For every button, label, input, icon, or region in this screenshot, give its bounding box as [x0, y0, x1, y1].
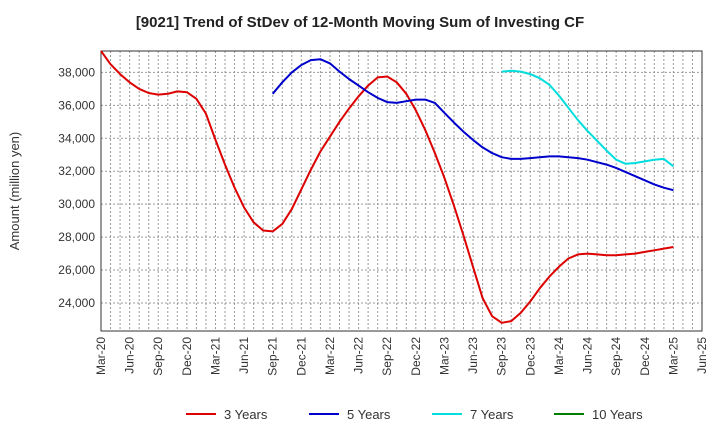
legend-label: 10 Years: [592, 407, 643, 422]
y-tick-label: 30,000: [58, 197, 95, 211]
x-tick-label: Mar-20: [94, 337, 108, 375]
grid: [101, 51, 702, 331]
x-tick-label: Dec-20: [180, 337, 194, 376]
series-line-3-years: [100, 50, 674, 324]
x-tick-label: Mar-21: [208, 337, 222, 375]
series-line-5-years: [271, 58, 674, 192]
y-axis-label: Amount (million yen): [7, 132, 22, 251]
y-tick-label: 28,000: [58, 230, 95, 244]
series-lines: [100, 50, 675, 324]
y-tick-label: 36,000: [58, 98, 95, 112]
x-tick-label: Sep-21: [266, 337, 280, 376]
x-tick-label: Mar-23: [437, 337, 451, 375]
plot-area-border: [100, 50, 703, 332]
legend-label: 7 Years: [470, 407, 514, 422]
x-tick-label: Jun-23: [466, 337, 480, 374]
x-tick-label: Mar-22: [323, 337, 337, 375]
x-tick-label: Jun-22: [352, 337, 366, 374]
legend: 3 Years 5 Years 7 Years 10 Years: [186, 407, 643, 422]
x-tick-label: Sep-23: [495, 337, 509, 376]
x-tick-label: Jun-24: [581, 337, 595, 374]
x-tick-label: Mar-24: [552, 337, 566, 375]
legend-label: 3 Years: [224, 407, 268, 422]
x-tick-label: Dec-23: [523, 337, 537, 376]
x-tick-label: Jun-25: [695, 337, 709, 374]
y-tick-label: 24,000: [58, 296, 95, 310]
chart-title: [9021] Trend of StDev of 12-Month Moving…: [135, 14, 585, 31]
y-tick-label: 34,000: [58, 131, 95, 145]
series-line-7-years: [501, 69, 675, 168]
x-tick-label: Dec-21: [294, 337, 308, 376]
y-tick-label: 32,000: [58, 164, 95, 178]
x-tick-label: Sep-22: [380, 337, 394, 376]
legend-label: 5 Years: [347, 407, 391, 422]
x-tick-label: Jun-21: [237, 337, 251, 374]
x-tick-label: Sep-20: [151, 337, 165, 376]
x-tick-label: Dec-24: [638, 337, 652, 376]
x-tick-label: Dec-22: [409, 337, 423, 376]
axes: 24,000 26,000 28,000 30,000 32,000 34,000 36,0…: [58, 50, 709, 376]
x-tick-label: Jun-20: [123, 337, 137, 374]
x-tick-label: Sep-24: [609, 337, 623, 376]
y-tick-label: 26,000: [58, 263, 95, 277]
y-tick-label: 38,000: [58, 65, 95, 79]
x-tick-label: Mar-25: [666, 337, 680, 375]
